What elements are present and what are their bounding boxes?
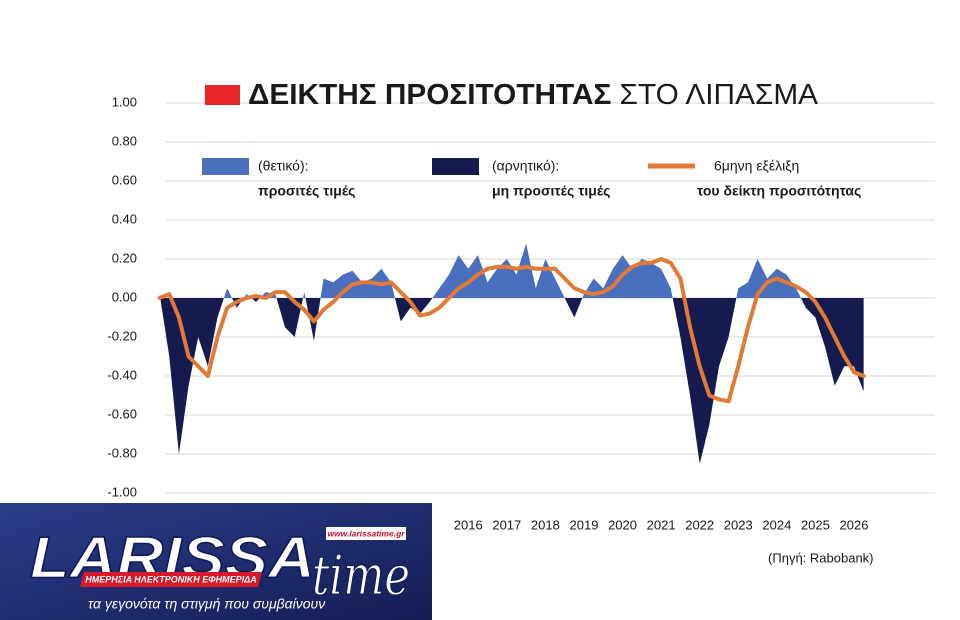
x-tick-label: 2021 (647, 517, 676, 532)
y-tick-label: 0.40 (112, 211, 137, 226)
y-tick-label: -0.80 (107, 445, 137, 460)
x-tick-label: 2017 (492, 517, 521, 532)
logo-bg (0, 503, 432, 620)
x-tick-label: 2018 (531, 517, 560, 532)
logo-name: LARISSA (30, 525, 315, 590)
logo-banner: ΗΜΕΡΗΣΙΑ ΗΛΕΚΤΡΟΝΙΚΗ ΕΦΗΜΕΡΙΔΑ (85, 574, 256, 584)
chart-title: ΔΕΙΚΤΗΣ ΠΡΟΣΙΤΟΤΗΤΑΣ ΣΤΟ ΛΙΠΑΣΜΑ (248, 79, 819, 111)
y-tick-label: -1.00 (107, 484, 137, 499)
y-tick-label: 0.60 (112, 172, 137, 187)
legend-label: (αρνητικό): (492, 158, 559, 174)
logo-tagline: τα γεγονότα τη στιγμή που συμβαίνουν (88, 596, 325, 612)
y-tick-label: -0.60 (107, 406, 137, 421)
title-bold: ΔΕΙΚΤΗΣ ΠΡΟΣΙΤΟΤΗΤΑΣ (248, 79, 611, 111)
x-tick-label: 2022 (685, 517, 714, 532)
legend-label-bold: του δείκτη προσιτότητας (697, 183, 861, 199)
legend-swatch (202, 158, 249, 175)
legend-label-bold: μη προσιτές τιμές (492, 183, 610, 199)
y-tick-label: 1.00 (112, 94, 137, 109)
x-tick-label: 2025 (801, 517, 830, 532)
x-tick-label: 2026 (840, 517, 869, 532)
legend-swatch (432, 158, 479, 175)
logo-banner-bg (80, 572, 262, 587)
legend-label-bold: προσιτές τιμές (258, 183, 355, 199)
title-marker (205, 85, 240, 105)
y-tick-label: -0.20 (107, 328, 137, 343)
logo-url-box (326, 527, 406, 540)
logo-url: www.larissatime.gr (327, 528, 405, 538)
logo-name2: time (312, 544, 410, 607)
x-tick-label: 2020 (608, 517, 637, 532)
x-tick-label: 2019 (570, 517, 599, 532)
area (159, 243, 864, 464)
y-tick-label: 0.80 (112, 133, 137, 148)
y-tick-label: 0.00 (112, 289, 137, 304)
legend-label: (θετικό): (258, 158, 309, 174)
x-tick-label: 2024 (762, 517, 791, 532)
title-rest: ΣΤΟ ΛΙΠΑΣΜΑ (620, 79, 819, 111)
line (157, 257, 866, 404)
y-tick-label: 0.20 (112, 250, 137, 265)
logo: LARISSA www.larissatime.gr time ΗΜΕΡΗΣΙΑ… (0, 503, 432, 620)
y-tick-label: -0.40 (107, 367, 137, 382)
x-tick-label: 2023 (724, 517, 753, 532)
source: (Πηγή: Rabobank) (768, 550, 874, 565)
legend-label: 6μηνη εξέλιξη (714, 158, 799, 174)
x-tick-label: 2016 (454, 517, 483, 532)
